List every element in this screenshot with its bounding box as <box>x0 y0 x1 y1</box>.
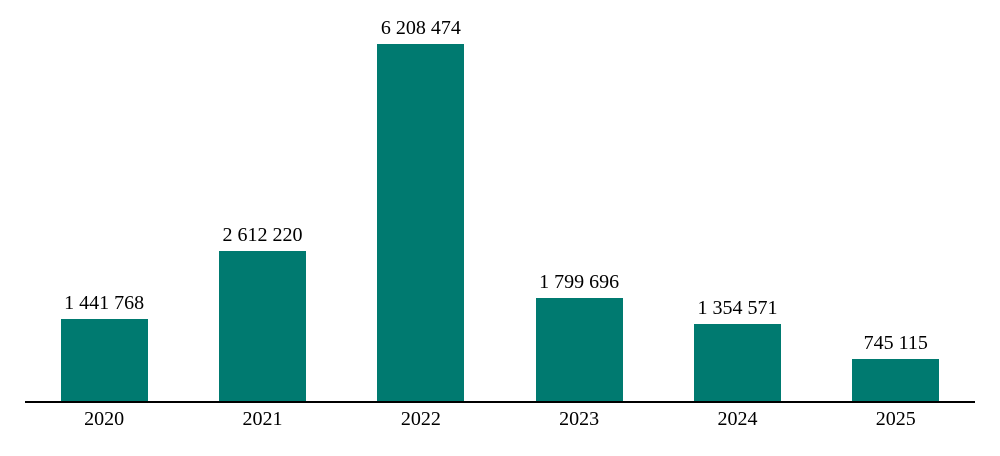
bar-group: 2 612 220 <box>183 0 341 402</box>
bar <box>693 323 781 402</box>
bar-value-label: 1 799 696 <box>539 271 620 294</box>
bar-value-label: 745 115 <box>863 332 928 354</box>
bar-group: 6 208 474 <box>342 0 500 402</box>
x-axis-tick-label: 2022 <box>400 408 441 430</box>
bar-group: 1 441 768 <box>25 0 183 402</box>
bar <box>852 359 940 402</box>
bar-value-label: 6 208 474 <box>380 17 461 39</box>
bar-value-label: 1 354 571 <box>697 296 778 319</box>
bar <box>218 251 306 402</box>
bar <box>535 298 623 402</box>
bar-value-label: 1 441 768 <box>64 291 145 314</box>
bar-group: 1 354 571 <box>658 0 816 402</box>
x-axis-tick-label: 2023 <box>559 408 600 430</box>
bar-group: 1 799 696 <box>500 0 658 402</box>
x-axis-tick-label: 2024 <box>717 408 758 430</box>
bar <box>377 44 465 402</box>
x-axis-tick-label: 2020 <box>84 408 125 430</box>
bar <box>60 318 148 402</box>
bar-value-label: 2 612 220 <box>222 224 303 247</box>
bar-group: 745 115 <box>817 0 975 402</box>
x-axis-line <box>25 401 975 403</box>
x-axis-tick-label: 2025 <box>875 408 916 430</box>
x-axis-labels: 2020 2021 2022 2023 2024 2025 <box>25 408 975 430</box>
plot-area: 1 441 768 2 612 220 6 208 474 1 799 696 1 35… <box>25 0 975 402</box>
x-axis-tick-label: 2021 <box>242 408 283 430</box>
